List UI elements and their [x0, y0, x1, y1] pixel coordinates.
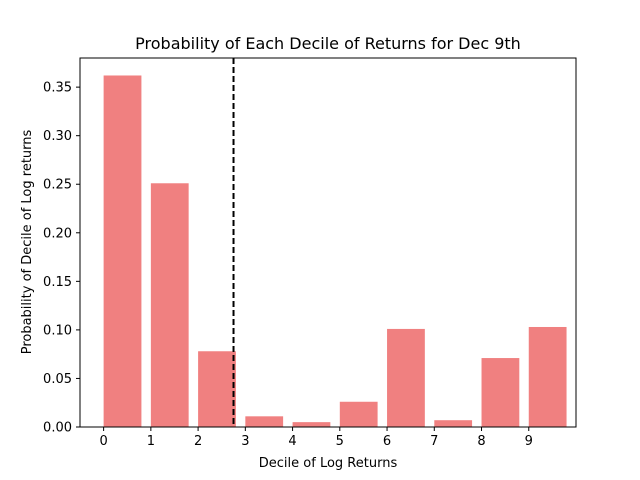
y-tick-label-0.30: 0.30: [43, 129, 72, 144]
y-tick-label-0.15: 0.15: [43, 275, 72, 290]
y-tick-label-0.00: 0.00: [43, 421, 72, 436]
chart-title: Probability of Each Decile of Returns fo…: [135, 34, 521, 53]
x-tick-label-5: 5: [336, 434, 344, 449]
y-tick-label-0.35: 0.35: [43, 81, 72, 96]
y-tick-label-0.10: 0.10: [43, 323, 72, 338]
x-tick-label-7: 7: [430, 434, 438, 449]
x-tick-label-9: 9: [525, 434, 533, 449]
bar-0: [103, 75, 142, 428]
bar-2: [198, 351, 236, 427]
bar-7: [434, 420, 473, 427]
plot-frame: [79, 57, 577, 428]
x-tick-label-6: 6: [383, 434, 391, 449]
x-axis-label: Decile of Log Returns: [259, 456, 398, 471]
bar-9: [528, 326, 567, 427]
x-tick-label-8: 8: [477, 434, 485, 449]
y-tick-label-0.20: 0.20: [43, 226, 72, 241]
y-axis-label: Probability of Decile of Log returns: [20, 129, 35, 354]
bar-8: [481, 358, 520, 427]
y-tick-label-0.05: 0.05: [43, 372, 72, 387]
x-tick-label-1: 1: [147, 434, 155, 449]
bar-1: [150, 183, 189, 427]
bar-4: [292, 422, 331, 427]
plot-area: 0 1 2 3 4 5 6 7 8 9 0.00 0.05 0.10 0.15 0.20 0.25 0.30 0.…: [43, 58, 567, 449]
bar-6: [387, 328, 425, 427]
bar-3: [245, 416, 284, 427]
x-tick-label-2: 2: [194, 434, 202, 449]
x-tick-label-0: 0: [99, 434, 107, 449]
y-tick-label-0.25: 0.25: [43, 178, 72, 193]
x-tick-label-3: 3: [241, 434, 249, 449]
bar-5: [339, 401, 378, 427]
x-tick-label-4: 4: [288, 434, 296, 449]
